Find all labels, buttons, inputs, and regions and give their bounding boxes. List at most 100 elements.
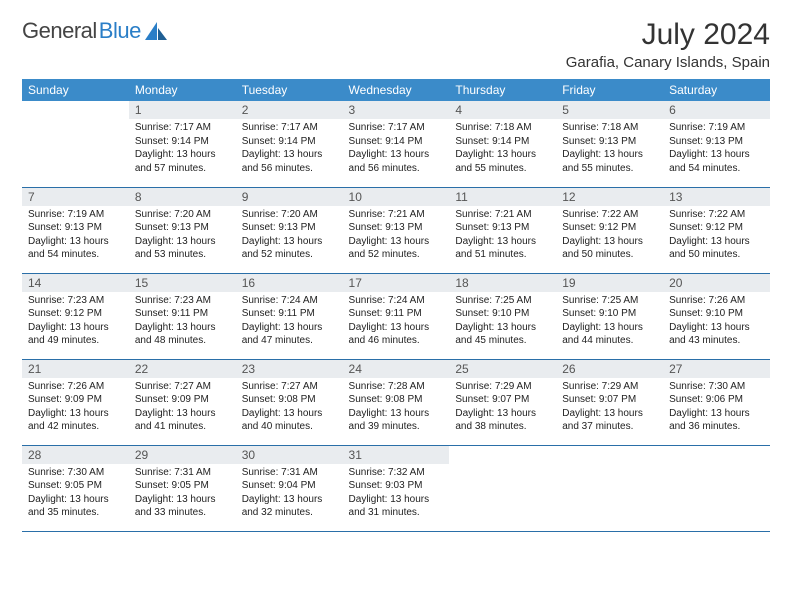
daylight-text: Daylight: 13 hours and 46 minutes. [349,321,444,348]
calendar-cell [22,101,129,187]
sunset-text: Sunset: 9:13 PM [669,135,764,149]
daylight-text: Daylight: 13 hours and 33 minutes. [135,493,230,520]
calendar-cell: 1Sunrise: 7:17 AMSunset: 9:14 PMDaylight… [129,101,236,187]
calendar-week: 28Sunrise: 7:30 AMSunset: 9:05 PMDayligh… [22,445,770,531]
daylight-text: Daylight: 13 hours and 45 minutes. [455,321,550,348]
daylight-text: Daylight: 13 hours and 36 minutes. [669,407,764,434]
sunrise-text: Sunrise: 7:21 AM [349,208,444,222]
sunset-text: Sunset: 9:05 PM [28,479,123,493]
day-number: 4 [449,101,556,119]
sunset-text: Sunset: 9:08 PM [242,393,337,407]
day-details: Sunrise: 7:18 AMSunset: 9:14 PMDaylight:… [449,119,556,179]
sunset-text: Sunset: 9:13 PM [242,221,337,235]
day-details: Sunrise: 7:19 AMSunset: 9:13 PMDaylight:… [663,119,770,179]
brand-logo: GeneralBlue [22,18,167,44]
sunrise-text: Sunrise: 7:22 AM [562,208,657,222]
daylight-text: Daylight: 13 hours and 54 minutes. [28,235,123,262]
day-number: 8 [129,188,236,206]
calendar-cell: 22Sunrise: 7:27 AMSunset: 9:09 PMDayligh… [129,359,236,445]
day-number: 5 [556,101,663,119]
sunrise-text: Sunrise: 7:18 AM [562,121,657,135]
calendar-cell: 19Sunrise: 7:25 AMSunset: 9:10 PMDayligh… [556,273,663,359]
daylight-text: Daylight: 13 hours and 32 minutes. [242,493,337,520]
day-details: Sunrise: 7:20 AMSunset: 9:13 PMDaylight:… [129,206,236,266]
day-number: 9 [236,188,343,206]
title-block: July 2024 Garafia, Canary Islands, Spain [566,18,770,71]
day-details: Sunrise: 7:26 AMSunset: 9:10 PMDaylight:… [663,292,770,352]
day-details: Sunrise: 7:22 AMSunset: 9:12 PMDaylight:… [663,206,770,266]
calendar-cell: 10Sunrise: 7:21 AMSunset: 9:13 PMDayligh… [343,187,450,273]
calendar-week: 21Sunrise: 7:26 AMSunset: 9:09 PMDayligh… [22,359,770,445]
day-details: Sunrise: 7:26 AMSunset: 9:09 PMDaylight:… [22,378,129,438]
page-header: GeneralBlue July 2024 Garafia, Canary Is… [22,18,770,71]
day-number: 22 [129,360,236,378]
calendar-cell: 17Sunrise: 7:24 AMSunset: 9:11 PMDayligh… [343,273,450,359]
day-details: Sunrise: 7:17 AMSunset: 9:14 PMDaylight:… [129,119,236,179]
sunrise-text: Sunrise: 7:31 AM [135,466,230,480]
sunrise-text: Sunrise: 7:29 AM [455,380,550,394]
day-number: 26 [556,360,663,378]
calendar-cell: 2Sunrise: 7:17 AMSunset: 9:14 PMDaylight… [236,101,343,187]
sunrise-text: Sunrise: 7:31 AM [242,466,337,480]
day-number: 13 [663,188,770,206]
daylight-text: Daylight: 13 hours and 43 minutes. [669,321,764,348]
day-number: 30 [236,446,343,464]
calendar-cell: 12Sunrise: 7:22 AMSunset: 9:12 PMDayligh… [556,187,663,273]
calendar-cell: 11Sunrise: 7:21 AMSunset: 9:13 PMDayligh… [449,187,556,273]
sunset-text: Sunset: 9:14 PM [135,135,230,149]
day-number: 12 [556,188,663,206]
day-number: 7 [22,188,129,206]
day-details: Sunrise: 7:24 AMSunset: 9:11 PMDaylight:… [343,292,450,352]
sunrise-text: Sunrise: 7:19 AM [28,208,123,222]
calendar-cell: 21Sunrise: 7:26 AMSunset: 9:09 PMDayligh… [22,359,129,445]
day-number: 29 [129,446,236,464]
daylight-text: Daylight: 13 hours and 31 minutes. [349,493,444,520]
sunset-text: Sunset: 9:09 PM [28,393,123,407]
day-number: 11 [449,188,556,206]
daylight-text: Daylight: 13 hours and 49 minutes. [28,321,123,348]
calendar-table: Sunday Monday Tuesday Wednesday Thursday… [22,79,770,532]
day-details: Sunrise: 7:27 AMSunset: 9:08 PMDaylight:… [236,378,343,438]
sunrise-text: Sunrise: 7:22 AM [669,208,764,222]
sunrise-text: Sunrise: 7:27 AM [242,380,337,394]
day-number: 3 [343,101,450,119]
sunset-text: Sunset: 9:11 PM [242,307,337,321]
daylight-text: Daylight: 13 hours and 53 minutes. [135,235,230,262]
sunrise-text: Sunrise: 7:28 AM [349,380,444,394]
sunrise-text: Sunrise: 7:19 AM [669,121,764,135]
calendar-cell: 4Sunrise: 7:18 AMSunset: 9:14 PMDaylight… [449,101,556,187]
daylight-text: Daylight: 13 hours and 44 minutes. [562,321,657,348]
dayname: Saturday [663,79,770,101]
sunset-text: Sunset: 9:07 PM [562,393,657,407]
sunset-text: Sunset: 9:14 PM [242,135,337,149]
sunset-text: Sunset: 9:13 PM [135,221,230,235]
day-details: Sunrise: 7:17 AMSunset: 9:14 PMDaylight:… [343,119,450,179]
dayname: Thursday [449,79,556,101]
sunrise-text: Sunrise: 7:17 AM [349,121,444,135]
day-number: 28 [22,446,129,464]
calendar-cell: 25Sunrise: 7:29 AMSunset: 9:07 PMDayligh… [449,359,556,445]
day-details: Sunrise: 7:29 AMSunset: 9:07 PMDaylight:… [556,378,663,438]
sunset-text: Sunset: 9:12 PM [28,307,123,321]
daylight-text: Daylight: 13 hours and 50 minutes. [669,235,764,262]
sunset-text: Sunset: 9:14 PM [455,135,550,149]
calendar-week: 7Sunrise: 7:19 AMSunset: 9:13 PMDaylight… [22,187,770,273]
day-number: 10 [343,188,450,206]
calendar-week: 14Sunrise: 7:23 AMSunset: 9:12 PMDayligh… [22,273,770,359]
dayname-row: Sunday Monday Tuesday Wednesday Thursday… [22,79,770,101]
sunrise-text: Sunrise: 7:23 AM [28,294,123,308]
sunrise-text: Sunrise: 7:23 AM [135,294,230,308]
calendar-cell: 31Sunrise: 7:32 AMSunset: 9:03 PMDayligh… [343,445,450,531]
day-details: Sunrise: 7:17 AMSunset: 9:14 PMDaylight:… [236,119,343,179]
daylight-text: Daylight: 13 hours and 54 minutes. [669,148,764,175]
sunset-text: Sunset: 9:10 PM [562,307,657,321]
day-number: 23 [236,360,343,378]
day-details: Sunrise: 7:28 AMSunset: 9:08 PMDaylight:… [343,378,450,438]
calendar-cell: 5Sunrise: 7:18 AMSunset: 9:13 PMDaylight… [556,101,663,187]
sunrise-text: Sunrise: 7:27 AM [135,380,230,394]
day-details: Sunrise: 7:21 AMSunset: 9:13 PMDaylight:… [449,206,556,266]
calendar-cell: 8Sunrise: 7:20 AMSunset: 9:13 PMDaylight… [129,187,236,273]
day-number: 17 [343,274,450,292]
calendar-cell: 20Sunrise: 7:26 AMSunset: 9:10 PMDayligh… [663,273,770,359]
sunset-text: Sunset: 9:08 PM [349,393,444,407]
